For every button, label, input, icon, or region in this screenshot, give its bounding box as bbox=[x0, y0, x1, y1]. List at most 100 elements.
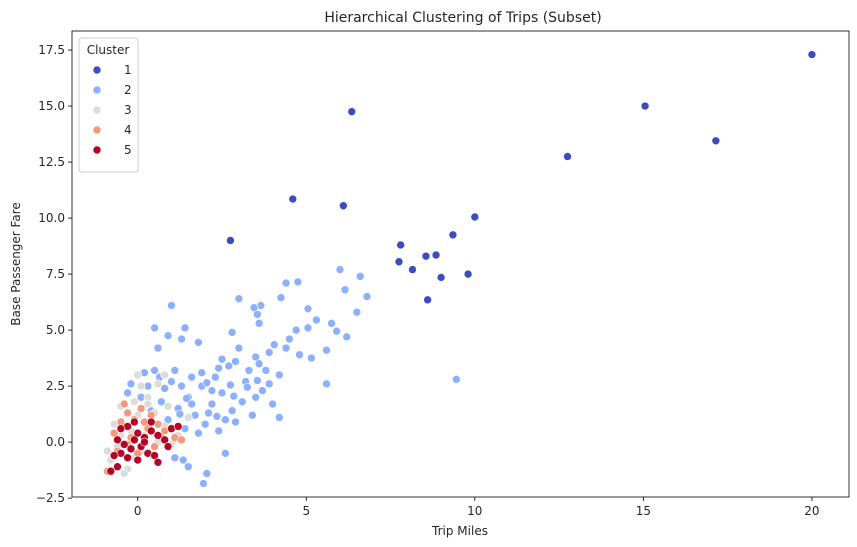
data-point-cluster-2 bbox=[202, 378, 212, 388]
legend-marker bbox=[92, 125, 102, 135]
data-point-cluster-1 bbox=[436, 273, 446, 282]
data-point-cluster-5 bbox=[109, 451, 119, 460]
data-point-cluster-2 bbox=[221, 449, 230, 458]
data-point-cluster-2 bbox=[221, 415, 230, 425]
data-point-cluster-2 bbox=[327, 319, 336, 328]
data-point-cluster-5 bbox=[146, 417, 156, 427]
y-tick-label: 17.5 bbox=[38, 43, 65, 57]
data-point-cluster-1 bbox=[470, 212, 480, 222]
plot-area bbox=[71, 30, 850, 498]
data-point-cluster-2 bbox=[180, 323, 190, 333]
data-point-cluster-2 bbox=[251, 352, 261, 362]
data-point-cluster-2 bbox=[355, 272, 365, 281]
legend-items: 1 2 3 4 5 bbox=[92, 63, 132, 157]
data-point-cluster-2 bbox=[269, 340, 279, 349]
data-point-cluster-5 bbox=[133, 455, 143, 465]
x-tick-label: 0 bbox=[134, 504, 142, 518]
data-point-cluster-2 bbox=[291, 325, 301, 335]
data-point-cluster-2 bbox=[160, 384, 170, 393]
y-axis-ticks: −2.5 0.0 2.5 5.0 7.5 10.0 12.5 15.0 17.5 bbox=[36, 43, 72, 505]
data-point-cluster-2 bbox=[197, 368, 207, 377]
data-point-cluster-2 bbox=[207, 399, 217, 409]
data-point-cluster-2 bbox=[123, 388, 132, 398]
data-point-cluster-3 bbox=[163, 401, 173, 411]
legend-marker bbox=[92, 145, 102, 155]
y-tick-label: 2.5 bbox=[46, 379, 65, 393]
data-point-cluster-1 bbox=[640, 101, 650, 111]
data-point-cluster-2 bbox=[229, 391, 239, 401]
data-point-cluster-2 bbox=[163, 331, 173, 340]
data-point-cluster-1 bbox=[563, 152, 572, 161]
data-point-cluster-2 bbox=[150, 323, 159, 333]
data-point-cluster-2 bbox=[340, 285, 350, 295]
data-point-cluster-3 bbox=[119, 469, 129, 478]
data-point-cluster-2 bbox=[167, 301, 176, 310]
data-point-cluster-2 bbox=[231, 417, 240, 427]
x-axis-label: Trip Miles bbox=[431, 524, 488, 538]
data-point-cluster-2 bbox=[251, 393, 261, 402]
data-point-cluster-2 bbox=[126, 379, 136, 389]
data-point-cluster-4 bbox=[177, 435, 186, 445]
data-point-cluster-2 bbox=[293, 277, 303, 287]
data-point-cluster-2 bbox=[237, 397, 247, 407]
x-tick-label: 10 bbox=[467, 504, 482, 518]
data-point-cluster-2 bbox=[153, 343, 163, 353]
data-point-cluster-2 bbox=[194, 428, 203, 438]
legend-marker bbox=[92, 105, 102, 115]
data-point-cluster-2 bbox=[253, 310, 262, 319]
data-point-cluster-2 bbox=[303, 304, 313, 314]
data-point-cluster-2 bbox=[451, 375, 461, 384]
data-point-cluster-1 bbox=[288, 194, 298, 204]
data-point-cluster-3 bbox=[103, 446, 112, 456]
x-tick-label: 5 bbox=[302, 504, 310, 518]
data-point-cluster-4 bbox=[123, 408, 132, 418]
data-point-cluster-5 bbox=[146, 426, 156, 436]
data-point-cluster-5 bbox=[126, 444, 136, 454]
data-point-cluster-2 bbox=[183, 462, 193, 472]
data-point-cluster-5 bbox=[140, 437, 149, 447]
data-point-cluster-2 bbox=[227, 406, 237, 416]
data-point-cluster-2 bbox=[170, 366, 180, 375]
data-point-cluster-1 bbox=[463, 269, 473, 279]
data-point-cluster-2 bbox=[202, 469, 212, 478]
data-point-cluster-2 bbox=[214, 426, 223, 436]
data-point-cluster-2 bbox=[261, 366, 271, 375]
data-point-cluster-2 bbox=[352, 307, 362, 317]
data-point-cluster-2 bbox=[167, 377, 176, 386]
data-point-cluster-2 bbox=[170, 453, 180, 463]
data-point-cluster-2 bbox=[342, 332, 352, 342]
data-point-cluster-5 bbox=[113, 435, 122, 445]
data-point-cluster-2 bbox=[207, 386, 217, 395]
legend-title: Cluster bbox=[87, 43, 130, 57]
legend-label: 1 bbox=[124, 63, 132, 77]
y-tick-label: −2.5 bbox=[36, 491, 65, 505]
data-point-cluster-2 bbox=[175, 409, 185, 419]
data-point-cluster-5 bbox=[113, 462, 122, 472]
data-point-cluster-2 bbox=[322, 345, 331, 355]
data-point-cluster-2 bbox=[231, 357, 240, 366]
data-point-cluster-1 bbox=[226, 236, 235, 245]
data-point-cluster-2 bbox=[214, 363, 223, 373]
data-point-cluster-4 bbox=[119, 399, 129, 409]
data-point-cluster-5 bbox=[106, 466, 116, 476]
data-point-cluster-2 bbox=[210, 372, 220, 382]
data-point-cluster-1 bbox=[394, 257, 404, 267]
data-point-cluster-2 bbox=[177, 381, 186, 391]
data-point-cluster-2 bbox=[312, 315, 321, 325]
data-point-cluster-2 bbox=[303, 323, 313, 333]
data-point-cluster-5 bbox=[160, 435, 170, 445]
x-tick-label: 20 bbox=[804, 504, 819, 518]
data-point-cluster-2 bbox=[275, 370, 284, 380]
data-point-cluster-1 bbox=[448, 230, 458, 240]
data-point-cluster-2 bbox=[335, 265, 345, 274]
data-point-cluster-2 bbox=[281, 278, 291, 288]
data-point-cluster-5 bbox=[130, 435, 139, 445]
data-point-cluster-2 bbox=[234, 343, 244, 353]
legend-label: 3 bbox=[124, 103, 132, 117]
data-point-cluster-2 bbox=[187, 372, 196, 382]
legend: Cluster 1 2 3 4 5 bbox=[78, 37, 139, 173]
data-point-cluster-2 bbox=[163, 415, 173, 425]
data-point-cluster-4 bbox=[150, 442, 159, 451]
data-point-cluster-3 bbox=[153, 379, 163, 389]
data-point-cluster-2 bbox=[204, 408, 213, 418]
